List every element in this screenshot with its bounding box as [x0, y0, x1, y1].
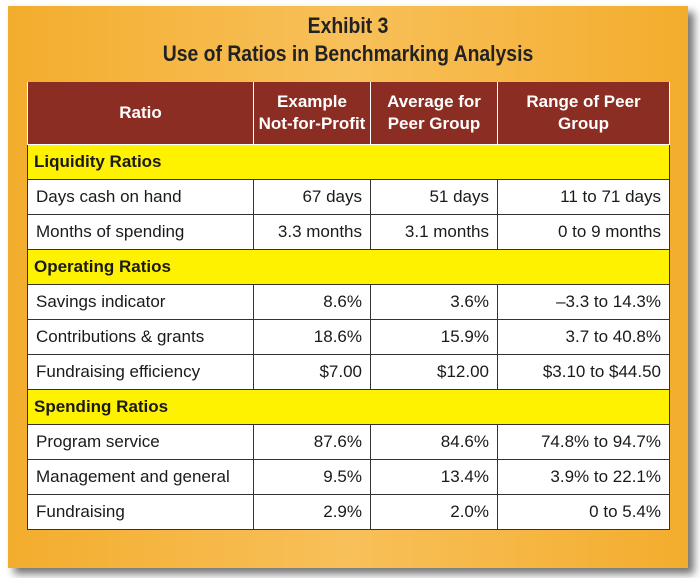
exhibit-number: Exhibit 3 [307, 13, 389, 38]
average-value: 3.1 months [370, 214, 498, 250]
range-value: 74.8% to 94.7% [497, 424, 670, 460]
exhibit-panel: Exhibit 3 Use of Ratios in Benchmarking … [8, 6, 688, 568]
example-value: 18.6% [253, 319, 371, 355]
ratio-name: Program service [27, 424, 254, 460]
average-value: 84.6% [370, 424, 498, 460]
table-row: Days cash on hand 67 days 51 days 11 to … [27, 179, 670, 215]
range-value: 0 to 9 months [497, 214, 670, 250]
range-value: 3.7 to 40.8% [497, 319, 670, 355]
ratio-name: Days cash on hand [27, 179, 254, 215]
range-value: –3.3 to 14.3% [497, 284, 670, 320]
average-value: $12.00 [370, 354, 498, 390]
average-value: 2.0% [370, 494, 498, 530]
exhibit-title: Exhibit 3 Use of Ratios in Benchmarking … [49, 12, 647, 68]
example-value: $7.00 [253, 354, 371, 390]
range-value: 11 to 71 days [497, 179, 670, 215]
section-title: Spending Ratios [27, 389, 670, 425]
example-value: 2.9% [253, 494, 371, 530]
average-value: 51 days [370, 179, 498, 215]
example-value: 3.3 months [253, 214, 371, 250]
ratios-table: Ratio Example Not-for-Profit Average for… [27, 82, 670, 530]
section-title: Liquidity Ratios [27, 144, 670, 180]
table-row: Savings indicator 8.6% 3.6% –3.3 to 14.3… [27, 284, 670, 320]
range-value: 0 to 5.4% [497, 494, 670, 530]
example-value: 8.6% [253, 284, 371, 320]
range-value: 3.9% to 22.1% [497, 459, 670, 495]
example-value: 87.6% [253, 424, 371, 460]
table-row: Program service 87.6% 84.6% 74.8% to 94.… [27, 424, 670, 460]
table-row: Management and general 9.5% 13.4% 3.9% t… [27, 459, 670, 495]
header-average: Average for Peer Group [370, 82, 498, 145]
header-range: Range of Peer Group [497, 82, 670, 145]
table-row: Fundraising efficiency $7.00 $12.00 $3.1… [27, 354, 670, 390]
ratio-name: Management and general [27, 459, 254, 495]
ratio-name: Months of spending [27, 214, 254, 250]
example-value: 9.5% [253, 459, 371, 495]
header-example: Example Not-for-Profit [253, 82, 371, 145]
table-row: Fundraising 2.9% 2.0% 0 to 5.4% [27, 494, 670, 530]
average-value: 3.6% [370, 284, 498, 320]
average-value: 13.4% [370, 459, 498, 495]
table-header-row: Ratio Example Not-for-Profit Average for… [27, 82, 670, 145]
table-row: Months of spending 3.3 months 3.1 months… [27, 214, 670, 250]
ratio-name: Fundraising efficiency [27, 354, 254, 390]
section-title: Operating Ratios [27, 249, 670, 285]
range-value: $3.10 to $44.50 [497, 354, 670, 390]
section-row-spending: Spending Ratios [27, 389, 670, 425]
ratio-name: Contributions & grants [27, 319, 254, 355]
table-row: Contributions & grants 18.6% 15.9% 3.7 t… [27, 319, 670, 355]
example-value: 67 days [253, 179, 371, 215]
ratio-name: Fundraising [27, 494, 254, 530]
exhibit-heading: Use of Ratios in Benchmarking Analysis [162, 41, 534, 66]
ratio-name: Savings indicator [27, 284, 254, 320]
section-row-operating: Operating Ratios [27, 249, 670, 285]
average-value: 15.9% [370, 319, 498, 355]
header-ratio: Ratio [27, 82, 254, 145]
section-row-liquidity: Liquidity Ratios [27, 144, 670, 180]
